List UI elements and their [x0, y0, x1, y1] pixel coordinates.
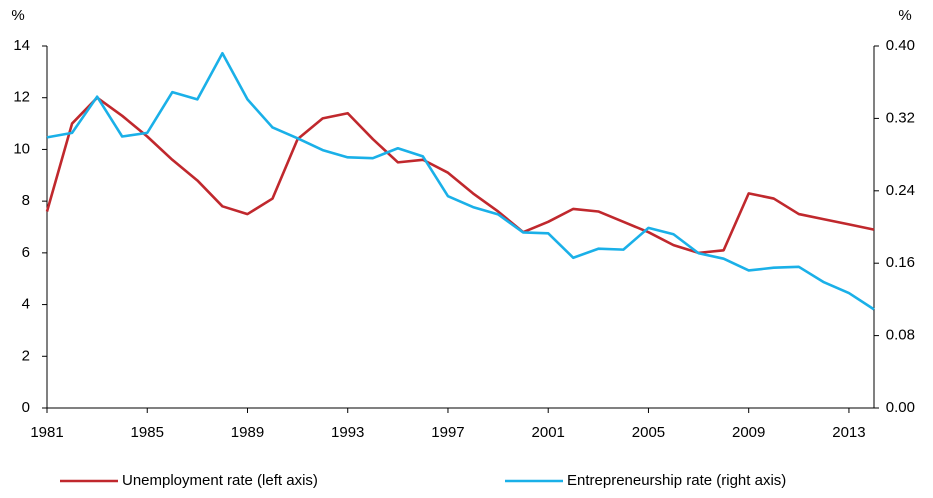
y-tick-label: 8	[22, 192, 30, 209]
x-tick-label: 2001	[532, 424, 565, 441]
x-tick-label: 1993	[331, 424, 364, 441]
y-tick-label: 6	[22, 244, 30, 261]
y-tick-label: 14	[13, 37, 30, 54]
y2-tick-label: 0.16	[886, 254, 915, 271]
y-tick-label: 10	[13, 140, 30, 157]
y2-tick-label: 0.00	[886, 399, 915, 416]
x-tick-label: 1997	[431, 424, 464, 441]
y2-axis-label: %	[898, 7, 911, 24]
y-tick-label: 2	[22, 347, 30, 364]
legend-label: Entrepreneurship rate (right axis)	[567, 472, 786, 489]
y-tick-label: 12	[13, 89, 30, 106]
x-tick-label: 1989	[231, 424, 264, 441]
y-axis-label: %	[11, 7, 24, 24]
x-tick-label: 1985	[131, 424, 164, 441]
x-tick-label: 2009	[732, 424, 765, 441]
x-tick-label: 2005	[632, 424, 665, 441]
y2-tick-label: 0.08	[886, 327, 915, 344]
x-tick-label: 2013	[832, 424, 865, 441]
y-tick-label: 0	[22, 399, 30, 416]
y2-tick-label: 0.32	[886, 109, 915, 126]
y2-tick-label: 0.40	[886, 37, 915, 54]
y2-tick-label: 0.24	[886, 182, 915, 199]
y-tick-label: 4	[22, 296, 30, 313]
x-tick-label: 1981	[30, 424, 63, 441]
series-line	[46, 51, 875, 311]
legend-label: Unemployment rate (left axis)	[122, 472, 318, 489]
series-line	[45, 96, 875, 255]
